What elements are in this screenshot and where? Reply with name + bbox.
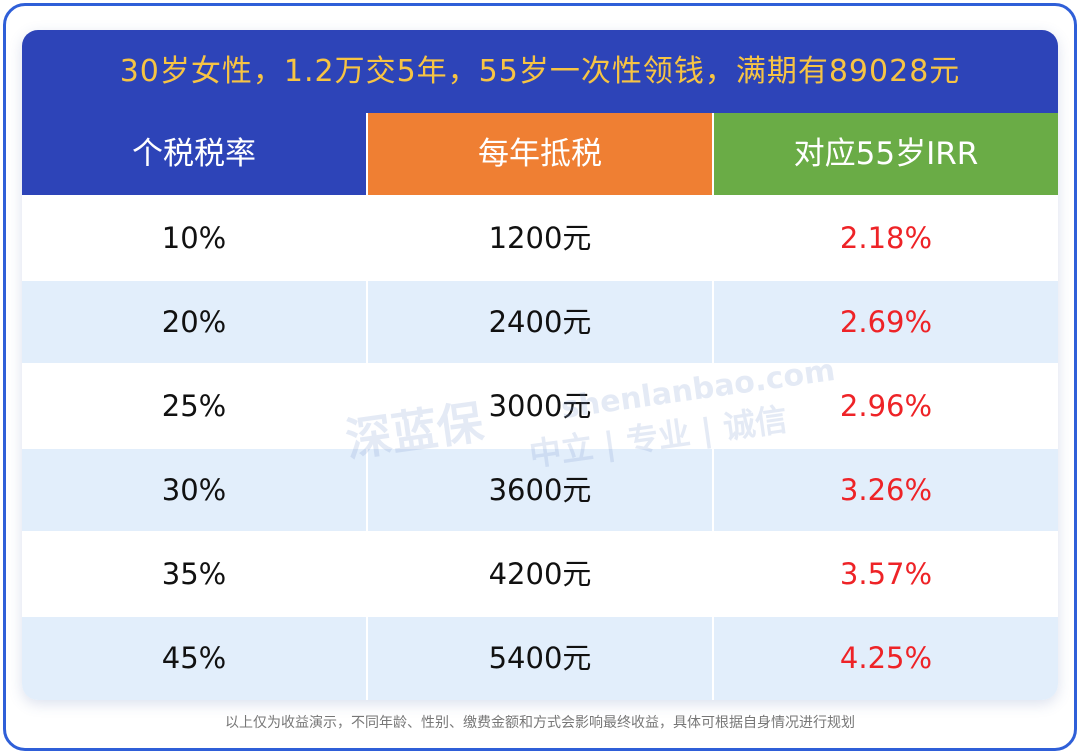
table-cell: 20% bbox=[161, 305, 227, 339]
table-cell: 3.26% bbox=[839, 473, 933, 507]
table-row bbox=[22, 533, 1058, 615]
table-row bbox=[22, 449, 1058, 531]
table-cell: 3000元 bbox=[488, 389, 592, 423]
column-divider bbox=[712, 197, 714, 700]
table-cell: 1200元 bbox=[488, 221, 592, 255]
table-cell: 3600元 bbox=[488, 473, 592, 507]
table-cell: 45% bbox=[161, 641, 227, 675]
table-cell: 2400元 bbox=[488, 305, 592, 339]
table-cell: 10% bbox=[161, 221, 227, 255]
table-cell: 2.69% bbox=[839, 305, 933, 339]
table-cell: 35% bbox=[161, 557, 227, 591]
column-divider bbox=[366, 197, 368, 700]
table-cell: 4200元 bbox=[488, 557, 592, 591]
table-cell: 2.96% bbox=[839, 389, 933, 423]
table-cell: 5400元 bbox=[488, 641, 592, 675]
table-cell: 30% bbox=[161, 473, 227, 507]
table-row bbox=[22, 617, 1058, 700]
column-header: 个税税率 bbox=[22, 113, 366, 195]
table-cell: 25% bbox=[161, 389, 227, 423]
table-row bbox=[22, 281, 1058, 363]
table-cell: 4.25% bbox=[839, 641, 933, 675]
outer-border bbox=[3, 3, 1077, 751]
table-title: 30岁女性，1.2万交5年，55岁一次性领钱，满期有89028元 bbox=[22, 30, 1058, 113]
table-row bbox=[22, 365, 1058, 447]
table-card: 30岁女性，1.2万交5年，55岁一次性领钱，满期有89028元 个税税率 每年… bbox=[22, 30, 1058, 700]
column-header: 对应55岁IRR bbox=[714, 113, 1058, 195]
column-header: 每年抵税 bbox=[368, 113, 712, 195]
footnote: 以上仅为收益演示，不同年龄、性别、缴费金额和方式会影响最终收益，具体可根据自身情… bbox=[225, 715, 855, 731]
table-row bbox=[22, 197, 1058, 279]
table-cell: 2.18% bbox=[839, 221, 933, 255]
table-cell: 3.57% bbox=[839, 557, 933, 591]
